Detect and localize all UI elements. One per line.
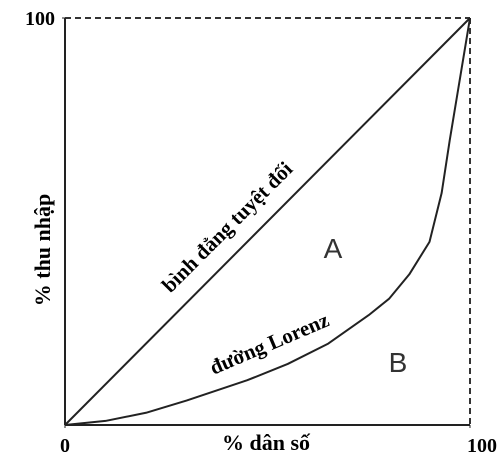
y-axis-label: % thu nhập [30,194,55,307]
x-tick-label: 0 [60,435,70,457]
data-line [64,17,471,426]
x-tick-label: 100 [467,435,497,457]
series-label: đường Lorenz [206,308,332,380]
annotation: A [324,233,343,264]
x-axis-label: % dân số [222,430,311,455]
annotation: B [389,347,408,378]
y-tick-label: 100 [25,8,55,30]
series-label: bình đẳng tuyệt đối [157,157,297,297]
data-line [64,17,471,426]
